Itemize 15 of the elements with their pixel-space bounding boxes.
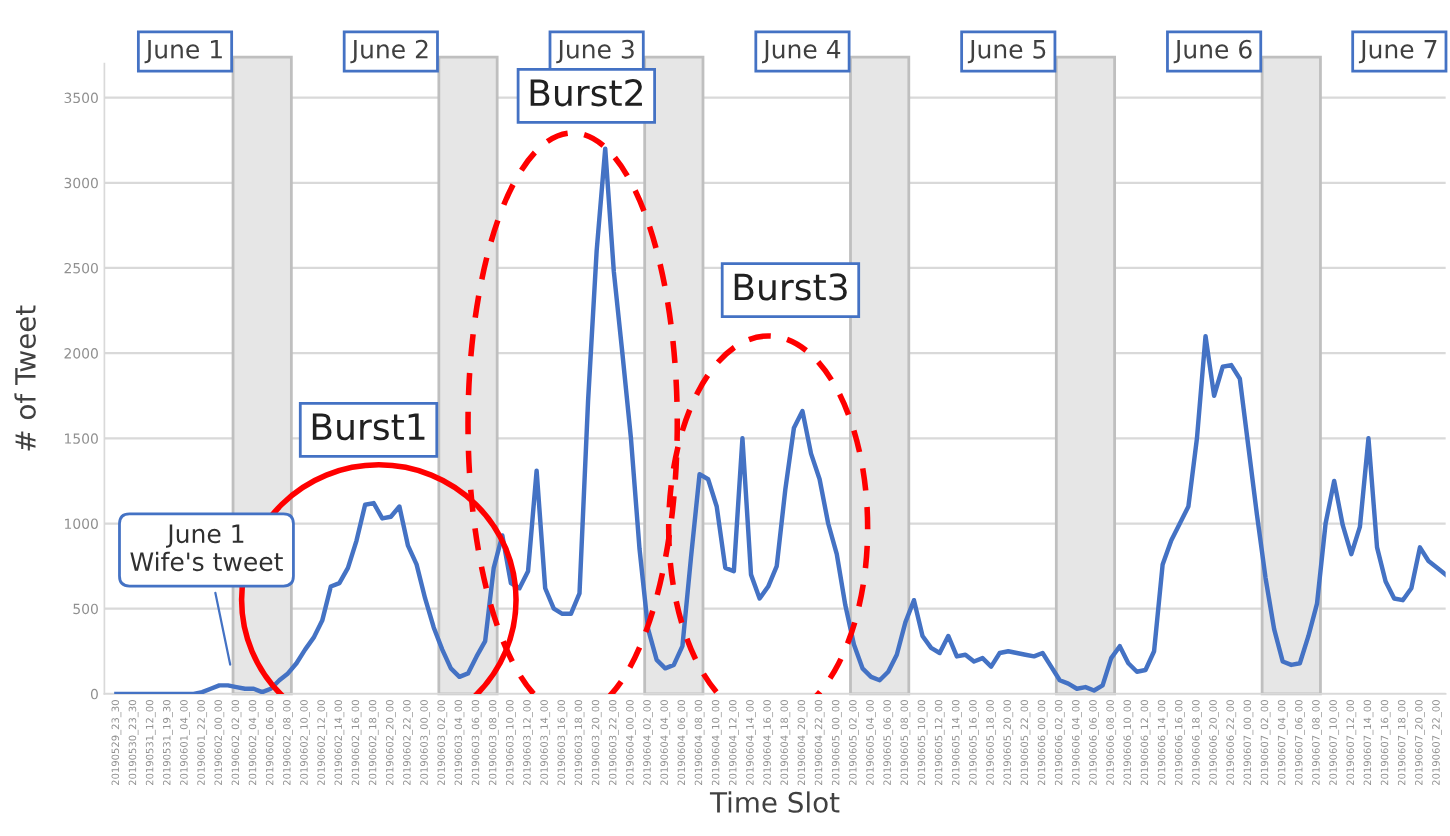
text: June 2 xyxy=(350,39,428,64)
annotation: June 1 xyxy=(166,524,244,548)
y-axis-title: # of Tweet xyxy=(14,305,36,451)
line-series xyxy=(114,146,1446,694)
annotation: Burst2 xyxy=(530,79,642,107)
annotation: Burst3 xyxy=(734,273,847,301)
text: June 7 xyxy=(1358,40,1437,64)
text: June 4 xyxy=(762,40,841,64)
annotation: Burst1 xyxy=(312,413,425,441)
text: June 5 xyxy=(967,40,1046,64)
x-axis-title: Time Slot xyxy=(709,791,840,813)
text: Wife's tweet xyxy=(130,551,283,572)
text: June 6 xyxy=(1173,39,1252,64)
text: June 1 xyxy=(144,40,222,64)
text: June 3 xyxy=(556,39,634,64)
